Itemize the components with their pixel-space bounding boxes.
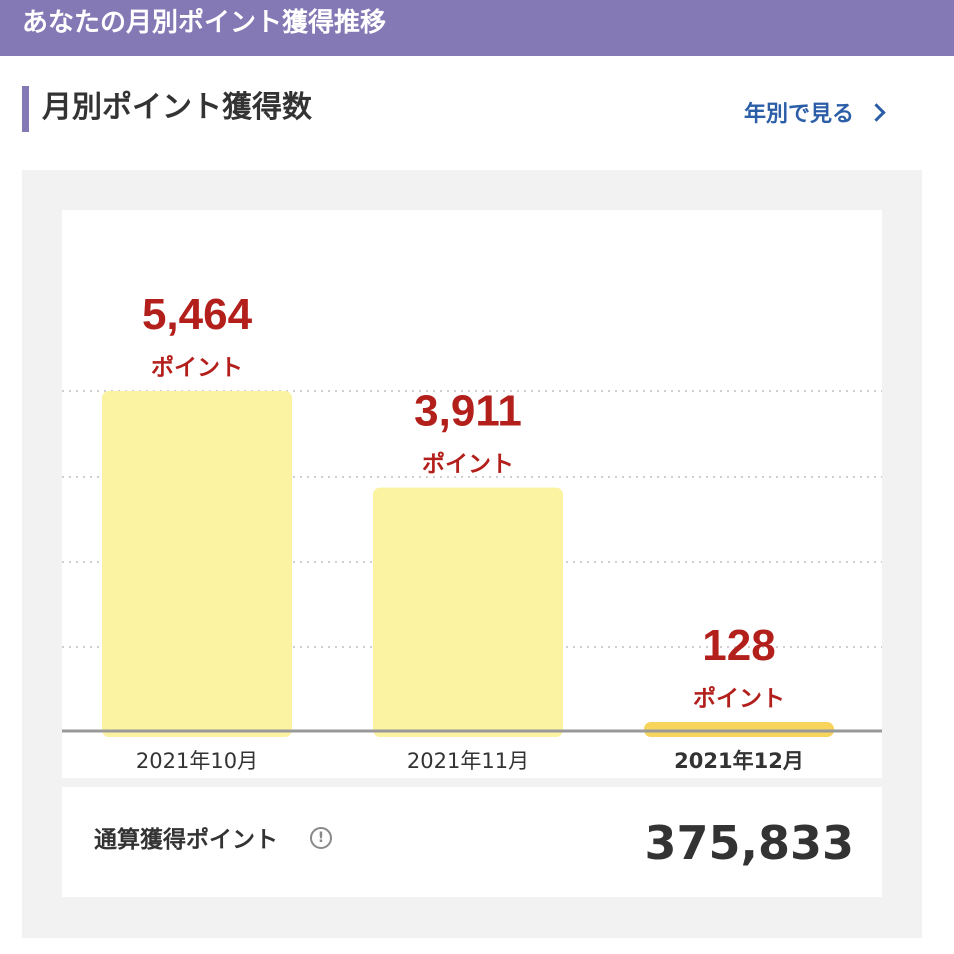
info-icon[interactable]: ! <box>310 827 332 849</box>
total-value: 375,833 <box>644 816 854 870</box>
yearly-view-label: 年別で見る <box>744 102 855 127</box>
section-title: 月別ポイント獲得数 <box>42 90 312 125</box>
data-label-value: 128 <box>702 621 775 670</box>
data-label-value: 5,464 <box>142 290 253 339</box>
chevron-right-icon <box>867 102 886 122</box>
bar <box>373 487 563 737</box>
x-tick-label: 2021年12月 <box>674 749 804 773</box>
data-label-unit: ポイント <box>422 451 514 478</box>
data-label-unit: ポイント <box>693 685 785 712</box>
bar <box>102 391 292 737</box>
section-accent-bar <box>22 86 29 132</box>
total-label: 通算獲得ポイント <box>94 827 278 853</box>
x-tick-label: 2021年10月 <box>136 749 258 773</box>
yearly-view-link[interactable]: 年別で見る <box>744 96 886 128</box>
total-card: 通算獲得ポイント ! 375,833 <box>62 787 882 897</box>
bar-chart: 5,464 ポイント 2021年10月 3,911 ポイント 2021年11月 128 ポイン… <box>62 290 882 773</box>
data-label-value: 3,911 <box>414 387 522 436</box>
x-tick-label: 2021年11月 <box>407 749 529 773</box>
header-banner: あなたの月別ポイント獲得推移 <box>0 0 954 56</box>
data-label-unit: ポイント <box>151 354 243 381</box>
banner-title: あなたの月別ポイント獲得推移 <box>22 8 387 38</box>
chart-card: 5,464 ポイント 2021年10月 3,911 ポイント 2021年11月 128 ポイン… <box>62 210 882 778</box>
